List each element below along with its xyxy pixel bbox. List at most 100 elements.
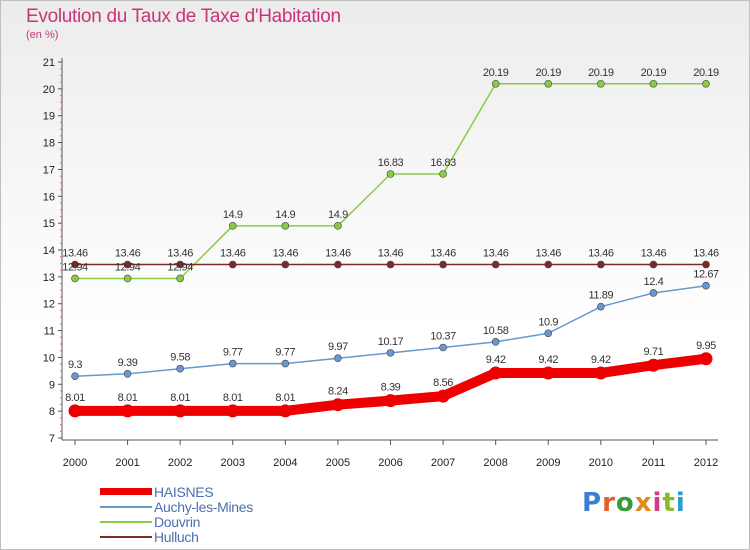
data-point-douvrin: [123, 274, 132, 283]
logo-letter: P: [582, 488, 603, 518]
x-tick-label: 2012: [694, 457, 718, 469]
x-tick-label: 2003: [221, 457, 245, 469]
logo-letter: i: [675, 488, 686, 518]
y-tick-label: 15: [43, 218, 55, 230]
x-tick-label: 2002: [168, 457, 192, 469]
legend-item-auchy-les-mines: Auchy-les-Mines: [100, 499, 320, 515]
y-tick-label: 19: [43, 111, 55, 123]
data-label-douvrin: 12.94: [115, 261, 141, 273]
legend-swatch-douvrin: [100, 521, 152, 523]
data-point-hulluch: [702, 260, 710, 269]
data-point-douvrin: [491, 79, 500, 88]
data-point-auchy-les-mines: [71, 372, 79, 381]
data-point-douvrin: [544, 79, 553, 88]
x-tick-label: 2008: [483, 457, 507, 469]
data-label-haisnes: 8.01: [223, 392, 243, 404]
data-point-hulluch: [544, 260, 553, 269]
data-label-hulluch: 13.46: [693, 248, 719, 260]
data-point-haisnes: [173, 404, 187, 418]
chart-title: Evolution du Taux de Taxe d'Habitation: [26, 6, 341, 27]
x-tick-label: 2011: [642, 457, 666, 469]
legend-item-haisnes: HAISNES: [100, 484, 320, 500]
y-tick-label: 16: [43, 191, 55, 203]
data-label-douvrin: 16.83: [430, 157, 456, 169]
data-label-auchy-les-mines: 10.9: [538, 316, 558, 328]
data-point-douvrin: [281, 222, 290, 230]
x-tick-label: 2010: [589, 457, 613, 469]
data-label-hulluch: 13.46: [62, 248, 88, 260]
series-points: [68, 79, 713, 418]
data-label-auchy-les-mines: 10.37: [430, 330, 456, 342]
data-labels: 12.94 12.94 12.94 14.9 14.9 14.9 16.83 16.83 20.…: [62, 67, 719, 404]
y-tick-label: 8: [49, 406, 55, 418]
data-label-douvrin: 20.19: [535, 67, 561, 79]
data-point-haisnes: [699, 352, 713, 366]
y-tick-label: 14: [43, 245, 55, 257]
data-point-auchy-les-mines: [334, 354, 342, 363]
legend-label-hulluch: Hulluch: [154, 529, 199, 545]
data-point-hulluch: [281, 260, 290, 269]
data-label-douvrin: 12.94: [62, 261, 88, 273]
data-label-hulluch: 13.46: [115, 248, 141, 260]
data-point-hulluch: [491, 260, 500, 269]
data-label-haisnes: 9.95: [696, 340, 716, 352]
y-tick-label: 13: [43, 272, 55, 284]
y-tick-label: 10: [43, 352, 55, 364]
data-label-hulluch: 13.46: [535, 248, 561, 260]
data-point-haisnes: [226, 404, 240, 418]
data-point-haisnes: [489, 366, 503, 380]
proxiti-logo: Proxiti: [582, 488, 686, 518]
data-label-auchy-les-mines: 12.67: [693, 269, 719, 281]
data-label-haisnes: 8.24: [328, 386, 348, 398]
y-tick-label: 9: [49, 379, 55, 391]
data-label-douvrin: 20.19: [588, 67, 614, 79]
legend-swatch-hulluch: [100, 536, 152, 538]
data-label-auchy-les-mines: 9.39: [118, 357, 138, 369]
legend-item-douvrin: Douvrin: [100, 514, 320, 530]
logo-letter: r: [602, 488, 616, 518]
data-label-auchy-les-mines: 10.58: [483, 325, 509, 337]
data-label-hulluch: 13.46: [588, 248, 614, 260]
legend-swatch-haisnes: [100, 488, 152, 495]
data-point-hulluch: [386, 260, 395, 269]
y-tick-label: 18: [43, 138, 55, 150]
data-label-auchy-les-mines: 9.97: [328, 341, 348, 353]
y-tick-label: 17: [43, 164, 55, 176]
x-tick-label: 2006: [378, 457, 402, 469]
data-point-hulluch: [439, 260, 447, 269]
x-tick-label: 2009: [536, 457, 560, 469]
data-label-haisnes: 8.01: [170, 392, 190, 404]
data-label-hulluch: 13.46: [220, 248, 246, 260]
data-label-auchy-les-mines: 9.3: [68, 359, 82, 371]
x-tick-label: 2005: [326, 457, 350, 469]
data-label-haisnes: 9.42: [486, 354, 506, 366]
data-label-douvrin: 20.19: [483, 67, 509, 79]
data-point-haisnes: [541, 366, 555, 380]
data-point-hulluch: [334, 260, 342, 269]
data-label-douvrin: 14.9: [275, 209, 295, 221]
x-tick-label: 2001: [115, 457, 139, 469]
data-point-auchy-les-mines: [439, 343, 447, 352]
data-label-auchy-les-mines: 9.58: [170, 352, 190, 364]
data-label-douvrin: 20.19: [693, 67, 719, 79]
data-label-auchy-les-mines: 12.4: [644, 276, 664, 288]
data-point-hulluch: [597, 260, 605, 269]
data-point-haisnes: [331, 398, 345, 412]
data-label-haisnes: 9.42: [538, 354, 558, 366]
data-label-haisnes: 9.42: [591, 354, 611, 366]
logo-letter: x: [634, 488, 653, 518]
data-label-hulluch: 13.46: [325, 248, 351, 260]
data-point-auchy-les-mines: [386, 349, 395, 357]
x-tick-label: 2007: [431, 457, 455, 469]
data-point-auchy-les-mines: [702, 281, 710, 290]
data-point-auchy-les-mines: [597, 302, 605, 311]
data-label-auchy-les-mines: 10.17: [378, 336, 404, 348]
data-point-douvrin: [334, 222, 342, 230]
data-point-douvrin: [176, 274, 184, 283]
data-point-hulluch: [123, 260, 132, 269]
data-point-haisnes: [594, 366, 608, 380]
data-point-hulluch: [228, 260, 237, 269]
chart-subtitle: (en %): [26, 29, 59, 41]
data-label-douvrin: 20.19: [641, 67, 667, 79]
